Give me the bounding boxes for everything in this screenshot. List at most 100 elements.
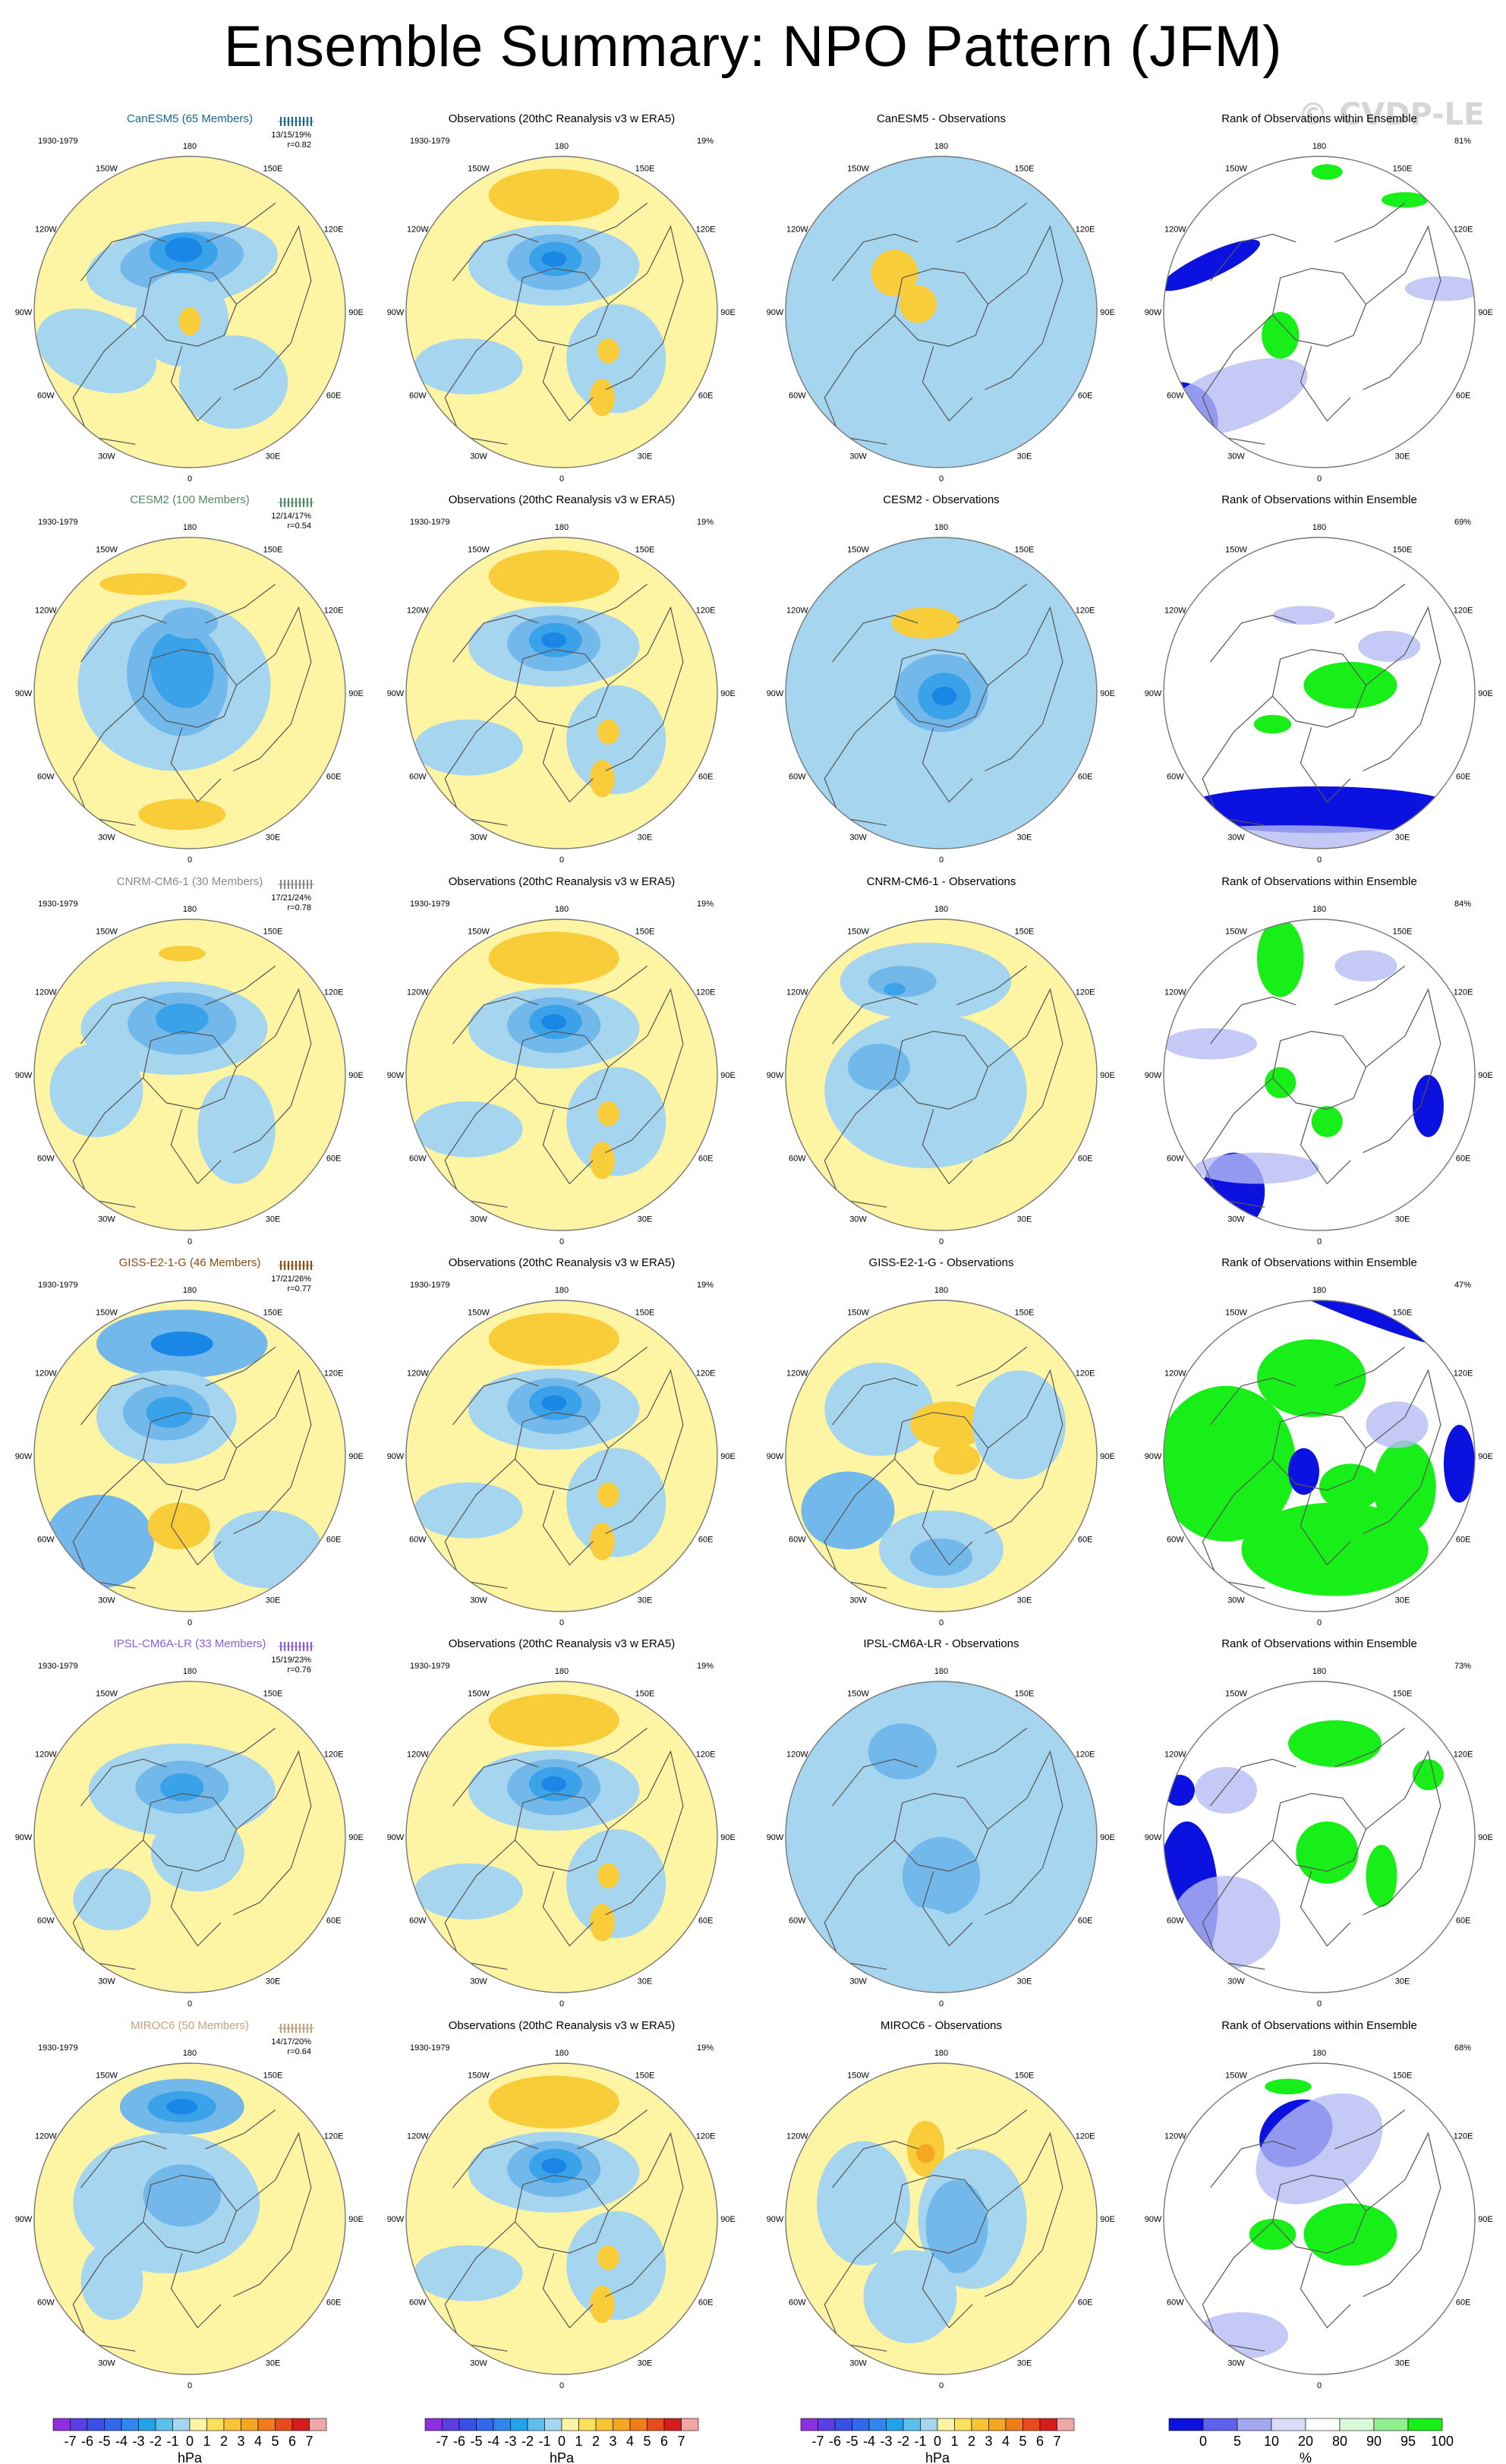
coastline-0 (893, 2174, 989, 2254)
lon-label-150E: 150E (263, 2071, 283, 2080)
colorbar-tick-label: -2 (150, 2434, 162, 2449)
lon-label-180: 180 (183, 2049, 197, 2058)
rank-region-4 (1413, 1075, 1444, 1137)
negative-anomaly-3 (931, 686, 957, 706)
negative-anomaly-2 (166, 2099, 198, 2115)
lon-label-180: 180 (555, 1667, 569, 1676)
lon-label-90E: 90E (1100, 689, 1115, 698)
coastline-3 (542, 2252, 594, 2329)
lon-label-60W: 60W (789, 1536, 806, 1545)
lon-label-30W: 30W (849, 1596, 867, 1605)
rank-region-7 (1195, 1152, 1319, 1184)
pattern-correlation: r=0.78 (288, 903, 312, 912)
coastline-2 (444, 695, 515, 826)
coastline-2 (444, 1458, 515, 1589)
lon-label-30E: 30E (638, 1596, 653, 1605)
rank-region-3 (1319, 1464, 1382, 1511)
rank-region-2 (1164, 239, 1260, 291)
lon-label-150E: 150E (635, 2071, 655, 2080)
lon-label-120E: 120E (1454, 988, 1473, 997)
rank-region-1 (1253, 714, 1292, 734)
lon-label-90W: 90W (767, 1071, 784, 1080)
coastline-2 (1202, 1839, 1273, 1970)
colorbar-tick-label: -7 (811, 2434, 824, 2449)
lon-label-60E: 60E (1078, 1536, 1093, 1545)
negative-anomaly-1 (868, 1723, 937, 1780)
lon-label-0: 0 (1317, 1999, 1322, 2009)
lon-label-30W: 30W (98, 452, 115, 462)
panel-rank-2: 180 150E 120E 90E 60E 30E 0 30W 60W 90W 120W 150W Ra… (1145, 875, 1493, 1246)
lon-label-90W: 90W (15, 689, 33, 698)
coastline-3 (1300, 726, 1351, 803)
lon-label-120W: 120W (35, 1369, 57, 1379)
lon-label-0: 0 (1317, 1618, 1322, 1627)
positive-anomaly-7 (589, 760, 615, 798)
colorbar-swatch (223, 2418, 241, 2431)
lon-label-60W: 60W (37, 2299, 55, 2308)
globe-outline (33, 537, 346, 849)
lon-label-150W: 150W (847, 2071, 869, 2080)
colorbar-tick-label: -4 (115, 2434, 128, 2449)
positive-anomaly-4 (99, 573, 187, 595)
lon-label-30W: 30W (98, 1596, 115, 1605)
lon-label-60E: 60E (1078, 1155, 1093, 1164)
globe-outline (33, 1681, 346, 1993)
lon-label-120E: 120E (324, 1750, 344, 1760)
coastline-0 (1271, 648, 1367, 728)
negative-anomaly-6 (414, 338, 523, 395)
coastline-1 (233, 2132, 312, 2298)
lon-label-90W: 90W (767, 308, 784, 317)
lon-label-150E: 150E (1393, 545, 1413, 554)
coastline-2 (444, 1077, 515, 1208)
coastline-4 (452, 233, 539, 282)
coastline-0 (1271, 267, 1367, 347)
lon-label-0: 0 (1317, 474, 1322, 484)
lon-label-150W: 150W (1225, 2071, 1247, 2080)
colorbar-swatch (172, 2418, 191, 2431)
lon-label-30E: 30E (266, 2359, 281, 2368)
coastline-4 (832, 996, 918, 1045)
colorbar-swatch (663, 2418, 682, 2431)
lon-label-30E: 30E (638, 1977, 653, 1987)
lon-label-180: 180 (183, 142, 197, 151)
lon-label-120W: 120W (1164, 988, 1186, 997)
rank-region-5 (1164, 2335, 1187, 2367)
negative-anomaly-2 (884, 983, 906, 996)
lon-label-60E: 60E (1456, 1536, 1471, 1545)
coastline-3 (1300, 1870, 1351, 1947)
coastline-0 (514, 1411, 610, 1491)
rank-pct: 81% (1454, 137, 1471, 146)
diff-title: CNRM-CM6-1 - Observations (867, 875, 1016, 888)
coastline-0 (514, 648, 610, 728)
lon-label-90E: 90E (1478, 689, 1493, 698)
coastline-4 (1210, 996, 1296, 1045)
panel-diff-5: 180 150E 120E 90E 60E 30E 0 30W 60W 90W 120W 150W MI… (767, 2019, 1115, 2390)
positive-anomaly-8 (597, 1863, 619, 1889)
negative-anomaly-4 (848, 1044, 910, 1091)
lon-label-180: 180 (183, 1667, 197, 1676)
coastline-3 (170, 1108, 222, 1185)
globe-outline (405, 1300, 718, 1612)
lon-label-90W: 90W (1145, 308, 1162, 317)
lon-label-90W: 90W (15, 1071, 33, 1080)
coastline-1 (605, 1369, 684, 1535)
lon-label-60E: 60E (698, 1536, 714, 1545)
lon-label-60E: 60E (698, 1155, 714, 1164)
lon-label-180: 180 (1312, 1286, 1326, 1295)
coastline-5 (577, 2110, 648, 2150)
lon-label-120W: 120W (35, 2132, 57, 2141)
coastline-1 (985, 1750, 1063, 1916)
lon-label-150E: 150E (1015, 1308, 1035, 1317)
colorbar-tick-label: 10 (1264, 2434, 1279, 2449)
lon-label-30E: 30E (638, 833, 653, 843)
pct-variance-stats: 15/19/23% (271, 1656, 311, 1665)
lon-label-150E: 150E (263, 1308, 283, 1317)
lon-label-150E: 150E (1393, 164, 1413, 173)
lon-label-150W: 150W (1225, 927, 1247, 936)
lon-label-150E: 150E (1393, 2071, 1413, 2080)
lon-label-90W: 90W (1145, 1071, 1162, 1080)
rank-region-5 (1366, 1845, 1397, 1908)
lon-label-150W: 150W (96, 2071, 118, 2080)
positive-anomaly-8 (597, 338, 619, 364)
coastline-2 (1202, 1458, 1273, 1589)
